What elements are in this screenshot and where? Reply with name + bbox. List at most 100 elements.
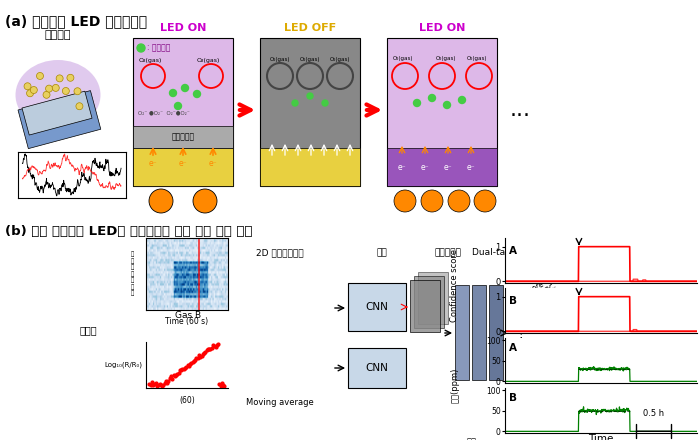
Circle shape bbox=[46, 85, 52, 92]
Text: O₂(gas): O₂(gas) bbox=[139, 58, 162, 63]
Point bbox=[214, 381, 225, 388]
Text: 50 ppm: 50 ppm bbox=[570, 252, 605, 261]
Circle shape bbox=[414, 99, 421, 106]
Point bbox=[149, 381, 160, 388]
Text: O₂₁: O₂₁ bbox=[515, 315, 527, 324]
Text: O₂₂: O₂₂ bbox=[533, 315, 545, 324]
Point bbox=[158, 381, 169, 389]
Point bbox=[144, 381, 155, 388]
Point bbox=[182, 361, 193, 368]
Text: e⁻: e⁻ bbox=[428, 198, 436, 204]
Point bbox=[174, 367, 186, 374]
Point bbox=[165, 372, 176, 379]
Bar bbox=[414, 276, 444, 328]
Text: O₂(gas): O₂(gas) bbox=[393, 56, 414, 61]
Text: 필터: 필터 bbox=[377, 248, 387, 257]
Point bbox=[163, 377, 174, 384]
Bar bbox=[260, 148, 360, 186]
Point bbox=[160, 378, 172, 385]
Point bbox=[181, 363, 192, 370]
Text: (60): (60) bbox=[179, 396, 195, 405]
Text: e⁻: e⁻ bbox=[467, 162, 475, 172]
Text: Gas B: Gas B bbox=[175, 311, 201, 319]
Circle shape bbox=[76, 103, 83, 110]
Text: 2D 스펙트로그램: 2D 스펙트로그램 bbox=[256, 248, 304, 257]
Text: Gas B: Gas B bbox=[530, 252, 556, 261]
Circle shape bbox=[394, 190, 416, 212]
Text: LED ON: LED ON bbox=[419, 23, 466, 33]
Text: Gas A: Gas A bbox=[530, 240, 556, 249]
Text: 딥러닝: 딥러닝 bbox=[79, 325, 97, 335]
Bar bbox=[410, 280, 440, 332]
Point bbox=[201, 347, 212, 354]
Circle shape bbox=[67, 74, 74, 81]
Bar bbox=[133, 126, 233, 148]
Circle shape bbox=[149, 189, 173, 213]
Point bbox=[169, 373, 181, 380]
Text: Gas A: Gas A bbox=[551, 300, 573, 308]
Ellipse shape bbox=[15, 60, 101, 130]
Circle shape bbox=[52, 84, 60, 92]
Text: C. score: C. score bbox=[515, 280, 546, 303]
Point bbox=[193, 352, 204, 359]
Circle shape bbox=[56, 75, 63, 82]
Text: O₂(gas): O₂(gas) bbox=[197, 58, 220, 63]
Text: LED OFF: LED OFF bbox=[284, 23, 336, 33]
Text: Log₁₀(R/R₀): Log₁₀(R/R₀) bbox=[104, 362, 142, 368]
Circle shape bbox=[458, 96, 466, 103]
Point bbox=[168, 372, 179, 379]
Text: Gas B: Gas B bbox=[551, 315, 573, 324]
Point bbox=[162, 379, 173, 386]
Point bbox=[205, 346, 216, 353]
Text: Conc.: Conc. bbox=[535, 280, 558, 299]
Text: Confidence score: Confidence score bbox=[450, 249, 459, 322]
Bar bbox=[260, 38, 360, 186]
Text: 0.5 h: 0.5 h bbox=[643, 409, 664, 418]
Point bbox=[199, 350, 210, 357]
Point bbox=[150, 379, 161, 386]
Text: O₂(gas): O₂(gas) bbox=[467, 56, 487, 61]
X-axis label: Time: Time bbox=[588, 434, 614, 440]
Text: 전자공핑층: 전자공핑층 bbox=[172, 132, 195, 142]
Bar bbox=[387, 38, 497, 186]
Text: O₁₁: O₁₁ bbox=[515, 300, 527, 308]
Circle shape bbox=[193, 189, 217, 213]
Bar bbox=[348, 348, 406, 388]
Point bbox=[176, 366, 187, 373]
Text: O₂(gas): O₂(gas) bbox=[436, 56, 456, 61]
Point bbox=[145, 381, 156, 389]
Text: 혼합가스: 혼합가스 bbox=[45, 30, 71, 40]
Circle shape bbox=[27, 90, 34, 97]
Point bbox=[211, 341, 223, 348]
Circle shape bbox=[43, 92, 50, 98]
Circle shape bbox=[137, 44, 145, 52]
Point bbox=[157, 382, 168, 389]
Point bbox=[186, 359, 197, 367]
Text: e⁻: e⁻ bbox=[455, 198, 463, 204]
Point bbox=[171, 372, 182, 379]
Circle shape bbox=[292, 100, 298, 106]
Text: e⁻: e⁻ bbox=[178, 159, 188, 169]
Bar bbox=[455, 285, 469, 380]
Point bbox=[185, 360, 196, 367]
Circle shape bbox=[322, 100, 328, 106]
Text: Time (60 s): Time (60 s) bbox=[165, 318, 209, 326]
Circle shape bbox=[174, 103, 181, 110]
Text: ...: ... bbox=[510, 100, 531, 120]
Point bbox=[197, 351, 209, 358]
Point bbox=[202, 346, 214, 353]
Text: A: A bbox=[509, 246, 517, 256]
Point bbox=[209, 342, 220, 349]
Bar bbox=[133, 148, 233, 186]
Bar bbox=[489, 285, 503, 380]
Text: Random pulse: Random pulse bbox=[26, 172, 90, 181]
Point bbox=[179, 364, 190, 371]
Text: e⁻: e⁻ bbox=[148, 159, 158, 169]
Point bbox=[204, 346, 215, 353]
Point bbox=[206, 345, 217, 352]
Point bbox=[213, 341, 224, 348]
Point bbox=[178, 366, 189, 373]
Point bbox=[218, 381, 229, 389]
Circle shape bbox=[474, 190, 496, 212]
Text: (a) 마이크로 LED 가변광조사: (a) 마이크로 LED 가변광조사 bbox=[5, 14, 147, 28]
